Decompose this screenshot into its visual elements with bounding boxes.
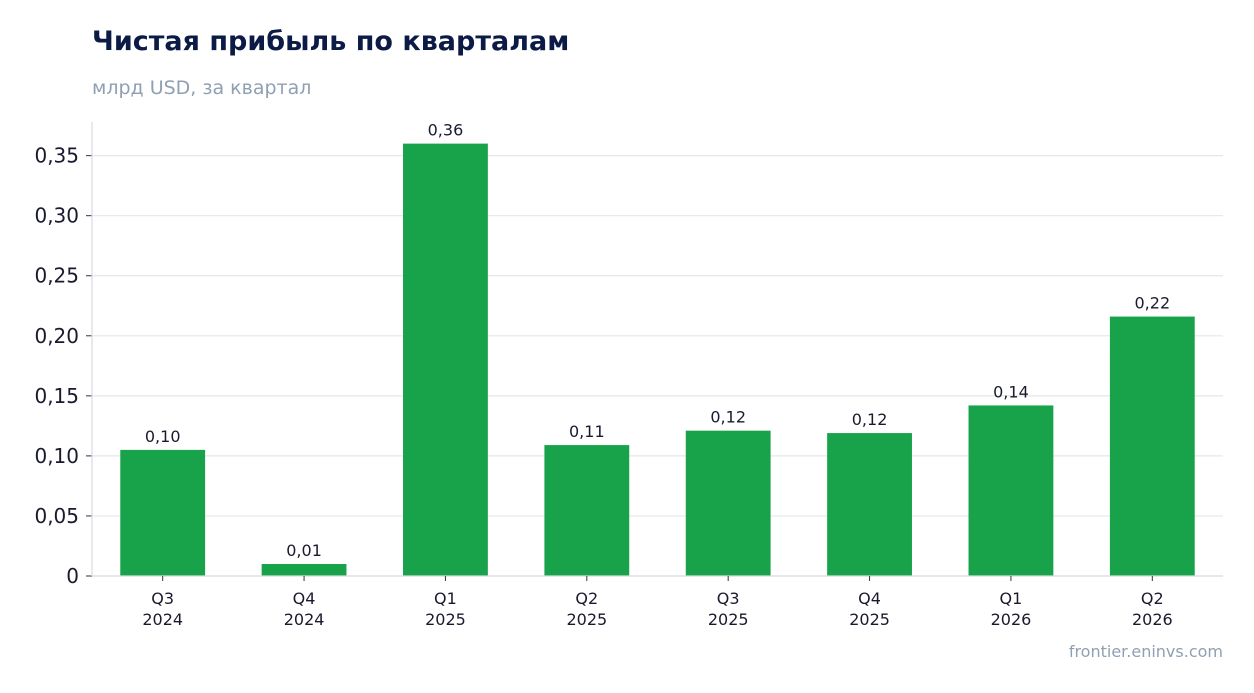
x-tick-label-quarter: Q1	[434, 589, 457, 608]
x-tick-label-quarter: Q3	[151, 589, 174, 608]
y-tick-label: 0	[66, 564, 79, 588]
bar-layer	[120, 143, 1195, 576]
x-tick-label-quarter: Q2	[1141, 589, 1164, 608]
y-tick-label: 0,20	[34, 324, 79, 348]
data-label: 0,36	[428, 121, 464, 140]
x-tick-label-quarter: Q4	[293, 589, 316, 608]
x-tick-label-year: 2025	[425, 610, 466, 629]
x-tick-label-quarter: Q1	[1000, 589, 1023, 608]
y-tick-label: 0,15	[34, 384, 79, 408]
bar	[1109, 316, 1195, 576]
data-label: 0,01	[286, 541, 322, 560]
x-tick-label-year: 2024	[142, 610, 183, 629]
x-tick-label-year: 2024	[284, 610, 325, 629]
bar	[544, 445, 630, 576]
x-tick-label-year: 2025	[566, 610, 607, 629]
bar	[261, 563, 347, 576]
axis-layer: 0 0,05 0,10 0,15 0,20 0,25 0,30 0,35 Q3 2024 Q4 202…	[34, 122, 1223, 629]
data-label: 0,12	[852, 410, 888, 429]
x-tick-label-year: 2025	[708, 610, 749, 629]
bar	[968, 405, 1054, 576]
bar	[827, 433, 912, 576]
y-tick-label: 0,35	[34, 144, 79, 168]
x-tick-label-quarter: Q4	[858, 589, 881, 608]
x-tick-label-year: 2026	[1132, 610, 1173, 629]
source-credit: frontier.eninvs.com	[1068, 642, 1223, 661]
y-tick-label: 0,30	[34, 204, 79, 228]
chart-subtitle: млрд USD, за квартал	[92, 77, 312, 99]
x-tick-label-year: 2026	[991, 610, 1032, 629]
label-layer: 0,10 0,01 0,36 0,11 0,12 0,12 0,14 0,22	[145, 121, 1170, 560]
y-tick-label: 0,10	[34, 444, 79, 468]
data-label: 0,11	[569, 422, 605, 441]
chart-title: Чистая прибыль по кварталам	[92, 26, 570, 57]
data-label: 0,22	[1135, 294, 1171, 313]
bar	[403, 143, 488, 576]
bar	[685, 430, 771, 576]
x-tick-label-quarter: Q2	[575, 589, 598, 608]
data-label: 0,10	[145, 427, 181, 446]
data-label: 0,12	[710, 408, 746, 427]
x-tick-label-year: 2025	[849, 610, 890, 629]
data-label: 0,14	[993, 382, 1029, 401]
bar	[120, 449, 206, 576]
y-tick-label: 0,25	[34, 264, 79, 288]
y-tick-label: 0,05	[34, 504, 79, 528]
x-tick-label-quarter: Q3	[717, 589, 740, 608]
